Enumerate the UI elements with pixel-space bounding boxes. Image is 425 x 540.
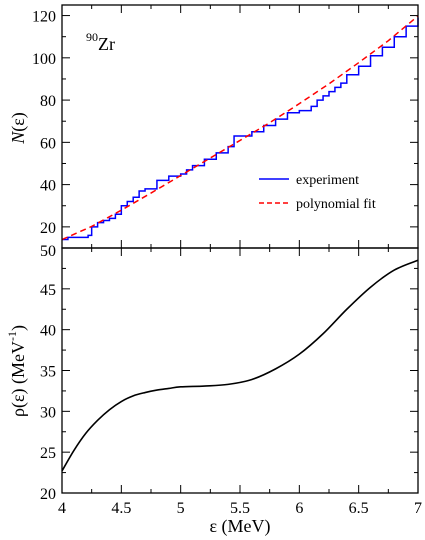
- y-tick-label: 50: [40, 243, 56, 260]
- y-tick-label: 40: [40, 178, 56, 195]
- density-series-line: [61, 259, 419, 472]
- bottom-x-ticks: 4 4.5 5 5.5 6 6.5 7: [58, 248, 422, 517]
- bottom-y-label-main: ρ(ε) (MeV: [8, 341, 29, 417]
- bottom-y-label-sup: -1: [5, 331, 19, 341]
- y-tick-label: 60: [40, 135, 56, 152]
- annotation-isotope: 90Zr: [86, 30, 115, 54]
- top-panel: 20 40 60 80 100 120 90Zr N(ε) experiment poly…: [8, 4, 419, 249]
- y-tick-label: 40: [40, 323, 56, 340]
- y-tick-label: 30: [40, 404, 56, 421]
- y-tick-label: 25: [40, 445, 56, 462]
- bottom-panel: 20 25 30 35 40 45 50 4 4.5 5 5.5 6 6.5 7 ρ(ε) (MeV-1…: [5, 243, 422, 537]
- bottom-y-axis-label: ρ(ε) (MeV-1): [5, 325, 29, 417]
- annotation-superscript: 90: [86, 30, 98, 44]
- legend-label-experiment: experiment: [296, 173, 359, 188]
- y-tick-label: 20: [40, 486, 56, 503]
- y-tick-label: 35: [40, 364, 56, 381]
- polynomial-fit-series-line: [61, 15, 419, 241]
- x-tick-label: 4.5: [111, 500, 131, 517]
- bottom-y-label-close: ): [8, 325, 29, 331]
- top-y-axis-label: N(ε): [8, 112, 29, 145]
- top-x-ticks: [61, 5, 419, 248]
- experiment-series-line: [62, 17, 419, 241]
- top-y-label-arg: (ε): [8, 112, 29, 132]
- bottom-y-ticks: 20 25 30 35 40 45 50: [40, 243, 418, 503]
- y-tick-label: 80: [40, 93, 56, 110]
- annotation-element: Zr: [98, 34, 115, 54]
- y-tick-label: 45: [40, 282, 56, 299]
- top-plot-area: [61, 15, 419, 241]
- legend-label-polynomial-fit: polynomial fit: [296, 197, 376, 212]
- x-axis-label: ε (MeV): [209, 516, 270, 537]
- legend: experiment polynomial fit: [259, 173, 376, 212]
- bottom-panel-frame: [61, 247, 419, 494]
- x-tick-label: 5.5: [230, 500, 250, 517]
- bottom-plot-area: [61, 259, 419, 472]
- x-tick-label: 6: [295, 500, 303, 517]
- y-tick-label: 120: [32, 9, 56, 26]
- x-tick-label: 4: [58, 500, 66, 517]
- x-tick-label: 5: [177, 500, 185, 517]
- top-y-label-main: N: [8, 131, 28, 145]
- x-tick-label: 6.5: [349, 500, 369, 517]
- top-y-ticks: 20 40 60 80 100 120: [32, 9, 418, 237]
- y-tick-label: 100: [32, 51, 56, 68]
- y-tick-label: 20: [40, 220, 56, 237]
- x-tick-label: 7: [414, 500, 422, 517]
